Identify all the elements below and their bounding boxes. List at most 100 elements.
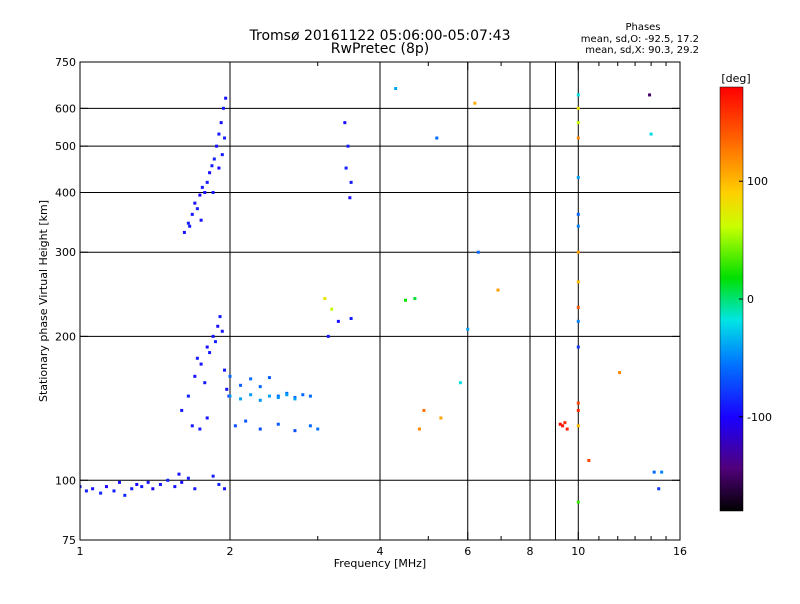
data-point <box>220 153 224 157</box>
colorbar-tick-label: -100 <box>747 411 772 424</box>
data-point <box>80 485 82 489</box>
data-point <box>403 298 407 302</box>
data-point <box>228 394 232 398</box>
colorbar-label: [deg] <box>721 72 750 85</box>
data-point <box>244 419 248 423</box>
data-point <box>258 427 262 431</box>
data-point <box>336 319 340 323</box>
data-point <box>205 416 209 420</box>
y-tick-label: 100 <box>55 474 76 487</box>
data-point <box>473 101 477 105</box>
data-point <box>576 500 580 504</box>
data-point <box>476 250 480 254</box>
data-point <box>258 398 262 402</box>
colorbar-tick-label: 0 <box>747 293 754 306</box>
data-point <box>146 480 150 484</box>
data-point <box>99 491 103 495</box>
x-tick-label: 1 <box>77 545 84 558</box>
data-point <box>652 470 656 474</box>
y-axis-label: Stationary phase Virtual Height [km] <box>37 200 50 402</box>
data-point <box>576 175 580 179</box>
data-point <box>496 288 500 292</box>
data-point <box>563 421 567 425</box>
plot-frame <box>79 61 681 541</box>
data-point <box>203 381 207 385</box>
data-point <box>200 185 204 189</box>
data-point <box>576 424 580 428</box>
data-point <box>323 297 327 301</box>
data-point <box>413 297 417 301</box>
data-point <box>576 121 580 125</box>
data-point <box>130 487 134 491</box>
data-point <box>458 381 462 385</box>
data-point <box>561 424 565 428</box>
data-point <box>228 374 232 378</box>
data-point <box>316 427 320 431</box>
y-tick-label: 200 <box>55 330 76 343</box>
data-point <box>208 351 212 355</box>
data-point <box>166 478 170 482</box>
data-point <box>276 395 280 399</box>
data-point <box>343 121 347 125</box>
data-point <box>117 480 121 484</box>
data-point <box>576 408 580 412</box>
data-point <box>618 371 622 375</box>
data-point <box>267 376 271 380</box>
phase-mean-x: mean, sd,X: 90.3, 29.2 <box>585 45 699 56</box>
data-point <box>182 230 186 234</box>
data-point <box>180 480 184 484</box>
data-point <box>344 166 348 170</box>
data-point <box>190 424 194 428</box>
data-point <box>199 362 203 366</box>
data-point <box>330 307 334 311</box>
data-point <box>217 482 221 486</box>
data-point <box>135 482 139 486</box>
x-tick-label: 16 <box>673 545 687 558</box>
data-point <box>576 305 580 309</box>
data-point <box>84 489 88 493</box>
data-point <box>140 485 144 489</box>
data-point <box>221 106 225 110</box>
data-point <box>188 224 192 228</box>
data-point <box>576 401 580 405</box>
grid-lines <box>80 62 680 540</box>
data-point <box>195 356 199 360</box>
data-point <box>349 180 353 184</box>
data-point <box>276 422 280 426</box>
data-point <box>576 106 580 110</box>
data-point <box>649 132 653 136</box>
data-point <box>267 394 271 398</box>
data-point <box>285 393 289 397</box>
data-point <box>293 397 297 401</box>
data-point <box>346 144 350 148</box>
data-point <box>576 345 580 349</box>
data-point <box>205 180 209 184</box>
data-point <box>218 315 222 319</box>
data-point <box>239 383 243 387</box>
y-tick-label: 300 <box>55 246 76 259</box>
data-point <box>417 427 421 431</box>
data-point <box>220 329 224 333</box>
colorbar-ticks: 100 0 -100 <box>739 175 772 424</box>
x-tick-label: 4 <box>377 545 384 558</box>
data-point <box>212 157 216 161</box>
data-point <box>576 93 580 97</box>
data-point <box>123 493 127 497</box>
data-point <box>223 487 227 491</box>
data-point <box>195 207 199 211</box>
data-point <box>657 487 661 491</box>
data-point <box>249 377 253 381</box>
data-point <box>217 132 221 136</box>
axis-ticks: 1 2 4 6 8 10 16 75 100 200 300 400 500 600 750 <box>55 56 687 558</box>
data-point <box>349 316 353 320</box>
data-point <box>223 368 227 372</box>
chart-subtitle: RwPretec (8p) <box>331 41 429 57</box>
data-point <box>249 393 253 397</box>
data-point <box>660 470 664 474</box>
data-point <box>211 474 215 478</box>
data-point <box>308 424 312 428</box>
data-points <box>80 87 664 504</box>
data-point <box>348 196 352 200</box>
chart-title: Tromsø 20161122 05:06:00-05:07:43 <box>249 28 511 44</box>
data-point <box>466 327 470 331</box>
